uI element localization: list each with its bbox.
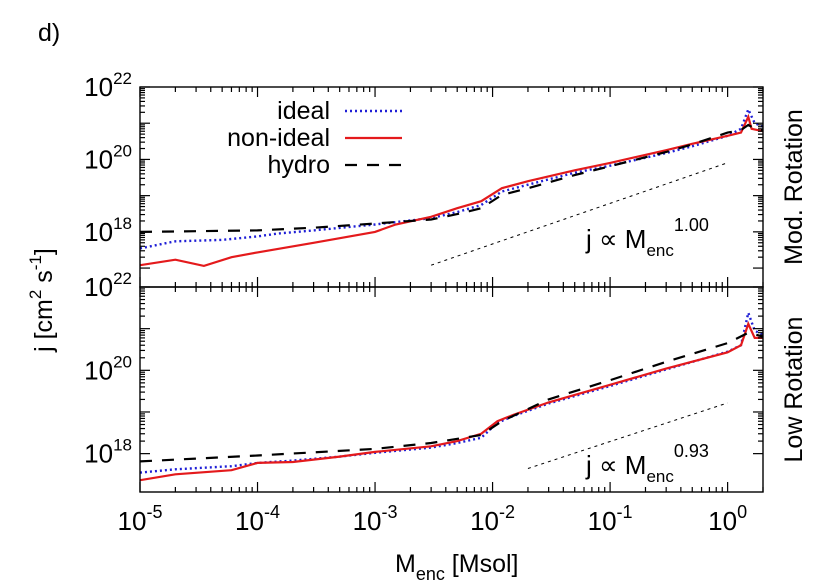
x-tick-label--2: 10-2 (470, 502, 515, 536)
legend-label-non-ideal: non-ideal (227, 124, 330, 152)
series-line-non-ideal (140, 320, 763, 482)
y-tick-label-20: 1020 (84, 352, 132, 385)
y-axis-label: j [cm2 s-1] (26, 248, 58, 353)
plot-layer: 1022 1020 1018 j ∝ Menc1.00 Mod. Rotation 102… (26, 69, 808, 581)
y-tick-label-22: 1022 (84, 69, 132, 102)
x-tick-label--5: 10-5 (118, 502, 163, 536)
slope-guide-line (527, 402, 728, 469)
panel-title: Mod. Rotation (780, 109, 808, 265)
slope-annotation: j ∝ Menc1.00 (585, 215, 709, 260)
panel-label: d) (38, 19, 60, 47)
x-tick-label-0: 100 (708, 502, 747, 536)
x-tick-label--3: 10-3 (353, 502, 398, 536)
x-tick-label--4: 10-4 (235, 502, 280, 536)
legend-label-hydro: hydro (267, 151, 330, 179)
slope-guide-line (430, 162, 728, 266)
series-line-non-ideal (140, 113, 763, 268)
y-tick-label-22: 1022 (84, 269, 132, 302)
panel-frame (139, 286, 764, 493)
series-group (140, 106, 763, 268)
series-group (140, 308, 763, 482)
series-line-hydro (140, 123, 763, 233)
y-tick-label-18: 1018 (84, 436, 132, 469)
slope-annotation: j ∝ Menc0.93 (585, 441, 709, 486)
y-tick-label-18: 1018 (84, 214, 132, 247)
x-tick-label--1: 10-1 (588, 502, 633, 536)
series-line-ideal (140, 308, 763, 474)
legend-label-ideal: ideal (277, 97, 330, 125)
x-axis-label: Menc [Msol] (395, 550, 518, 581)
series-line-ideal (140, 106, 763, 250)
y-tick-label-20: 1020 (84, 141, 132, 174)
panel-title: Low Rotation (780, 317, 808, 463)
